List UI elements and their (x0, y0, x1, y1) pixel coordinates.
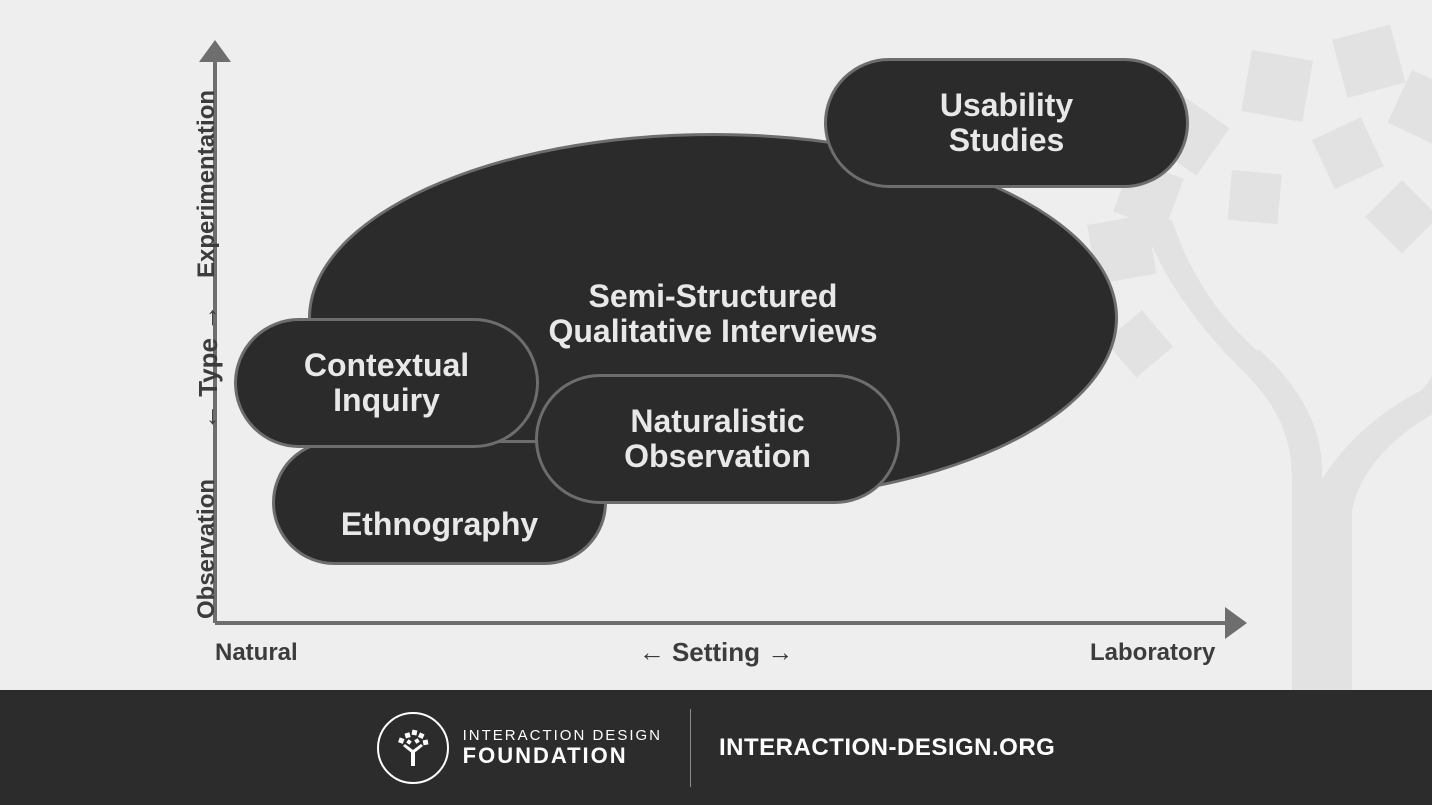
blob-usability: Usability Studies (824, 58, 1189, 188)
blob-label: Ethnography (341, 507, 538, 542)
blob-naturalistic: Naturalistic Observation (535, 374, 900, 504)
logo-circle-icon (377, 712, 449, 784)
blob-contextual: Contextual Inquiry (234, 318, 539, 448)
brand-line2: FOUNDATION (463, 744, 662, 767)
footer-bar: INTERACTION DESIGN FOUNDATION INTERACTIO… (0, 690, 1432, 805)
chart-area: Semi-Structured Qualitative Interviews Et… (0, 0, 1432, 690)
footer-url: INTERACTION-DESIGN.ORG (719, 734, 1055, 762)
x-axis-title: ← Setting → (0, 637, 1432, 668)
brand-line1: INTERACTION DESIGN (463, 728, 662, 744)
logo-tree-icon (393, 728, 433, 768)
y-axis-bottom-label: Observation (193, 479, 221, 619)
blob-label: Semi-Structured Qualitative Interviews (548, 279, 877, 349)
x-axis-right-label: Laboratory (1090, 639, 1215, 667)
blob-label: Usability Studies (940, 88, 1073, 158)
blob-label: Naturalistic Observation (624, 404, 811, 474)
brand-logo: INTERACTION DESIGN FOUNDATION (377, 712, 662, 784)
diagram-canvas: Semi-Structured Qualitative Interviews Et… (0, 0, 1432, 805)
y-axis-title: ← Type → (193, 305, 224, 430)
blob-label: Contextual Inquiry (304, 348, 469, 418)
y-axis-top-label: Experimentation (193, 90, 221, 278)
footer-divider (690, 709, 691, 787)
